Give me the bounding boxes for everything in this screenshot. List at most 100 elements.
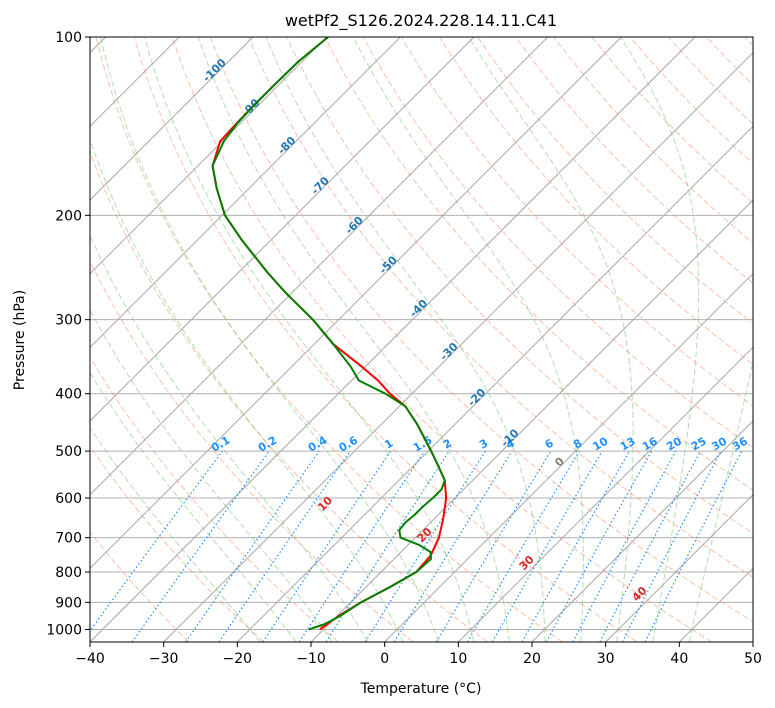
dry-adiabat-line [706, 37, 753, 86]
isotherm-line [90, 37, 696, 642]
moist-adiabat-line [688, 358, 753, 642]
x-tick-label: 0 [380, 651, 389, 667]
mixing-ratio-line [393, 450, 513, 642]
moist-adiabat-line [90, 137, 404, 642]
temperature-profile-line [211, 37, 448, 631]
isotherm-line [457, 346, 753, 642]
y-tick-label: 500 [55, 444, 82, 460]
dry-adiabat-line [439, 37, 753, 366]
isotherm-line [90, 37, 401, 349]
dry-adiabat-line [90, 445, 264, 642]
dry-adiabat-line [95, 37, 563, 642]
dry-adiabat-line [248, 37, 753, 578]
mixing-ratio-line [90, 450, 223, 632]
dry-adiabat-line [591, 37, 753, 204]
moist-adiabat-line [352, 37, 584, 642]
dry-adiabat-line [171, 37, 712, 642]
chart-title: wetPf2_S126.2024.228.14.11.C41 [285, 11, 557, 31]
moist-adiabat-line [90, 308, 333, 642]
moist-adiabat-line [468, 37, 634, 642]
isotherm-line [90, 37, 328, 275]
dry-adiabat-line [400, 37, 753, 407]
mixing-ratio-lines [90, 450, 743, 642]
mixing-ratio-line [218, 450, 351, 642]
moist-adiabat-line [197, 37, 510, 642]
mixing-ratio-line [298, 450, 425, 642]
moist-adiabat-line [90, 371, 297, 642]
x-tick-label: −40 [75, 651, 105, 667]
moist-adiabat-line [90, 426, 261, 642]
x-tick-label: 10 [449, 651, 467, 667]
mixing-ratio-line [325, 450, 450, 642]
y-tick-label: 200 [55, 208, 82, 224]
isotherm-label: -50 [377, 253, 400, 276]
reference-line-labels: 0.1 0.2 0.4 0.6 1 1.5 2 3 4 6 8 10 13 16 20 25 30 36-100-… [200, 56, 750, 604]
x-tick-label: 40 [670, 651, 688, 667]
plot-area: 0.1 0.2 0.4 0.6 1 1.5 2 3 4 6 8 10 13 16 20 25 30 36-100-… [90, 37, 753, 642]
isotherm-label: -10 [498, 426, 521, 449]
mixing-ratio-line [185, 450, 320, 642]
x-tick-label: −10 [296, 651, 326, 667]
mixing-ratio-line [521, 450, 631, 642]
isotherm-line [90, 37, 254, 201]
isotherm-label: -80 [275, 134, 298, 157]
dry-adiabat-line [515, 37, 753, 284]
mixing-ratio-line [262, 450, 392, 642]
plot-frame [89, 36, 754, 643]
mixing-ratio-line [599, 450, 702, 642]
isotherm-line [90, 37, 549, 496]
dewpoint-profile-line [211, 37, 446, 631]
mixing-ratio-line [644, 450, 743, 642]
isotherm-line [384, 272, 753, 642]
mixing-ratio-label: 2 [441, 437, 454, 452]
mixing-ratio-label: 3 [477, 437, 490, 452]
moist-adiabat-line [100, 37, 439, 642]
x-tick-label: 20 [523, 651, 541, 667]
isotherm-line [236, 125, 753, 642]
isotherm-label: -70 [309, 174, 332, 197]
moist-adiabat-line [144, 37, 475, 642]
x-tick-label: 50 [744, 651, 762, 667]
moist-adiabats [90, 37, 753, 642]
dry-adiabats [90, 37, 753, 642]
moist-adiabat-line [620, 37, 700, 642]
y-tick-label: 600 [55, 491, 82, 507]
x-tick-label: −20 [223, 651, 253, 667]
moist-adiabat-line [265, 37, 546, 642]
pressure-gridlines [90, 37, 753, 630]
y-axis-ticks: 100 200 300 400 500 600 700 800 900 1000 [46, 30, 90, 638]
y-tick-label: 800 [55, 565, 82, 581]
y-tick-label: 100 [55, 30, 82, 46]
skewed-isotherms [90, 37, 753, 642]
mixing-ratio-line [572, 450, 677, 642]
isotherm-line [605, 493, 753, 642]
dry-adiabat-line [90, 356, 339, 642]
isotherm-line [752, 641, 753, 642]
y-axis-label: Pressure (hPa) [12, 290, 28, 390]
theta-label: 30 [517, 553, 537, 573]
dry-adiabat-line [553, 37, 753, 244]
x-tick-label: −30 [149, 651, 179, 667]
x-tick-label: 30 [597, 651, 615, 667]
dry-adiabat-line [90, 531, 190, 642]
dry-adiabat-line [210, 37, 753, 623]
isotherm-line [163, 51, 753, 642]
dry-adiabat-line [668, 37, 753, 125]
y-tick-label: 700 [55, 531, 82, 547]
y-tick-label: 900 [55, 595, 82, 611]
dry-adiabat-line [286, 37, 753, 534]
mixing-ratio-line [545, 450, 653, 642]
mixing-ratio-line [131, 450, 270, 642]
isotherm-line [90, 37, 475, 422]
isotherm-label: -20 [465, 386, 488, 409]
mixing-ratio-line [435, 450, 552, 642]
isotherm-line [678, 567, 753, 642]
isotherm-line [90, 37, 622, 570]
dry-adiabat-line [477, 37, 753, 325]
x-axis-label: Temperature (°C) [360, 681, 482, 697]
isotherm-line [531, 420, 753, 642]
y-tick-label: 400 [55, 387, 82, 403]
sounding-series [211, 37, 448, 631]
dry-adiabat-line [133, 37, 638, 642]
